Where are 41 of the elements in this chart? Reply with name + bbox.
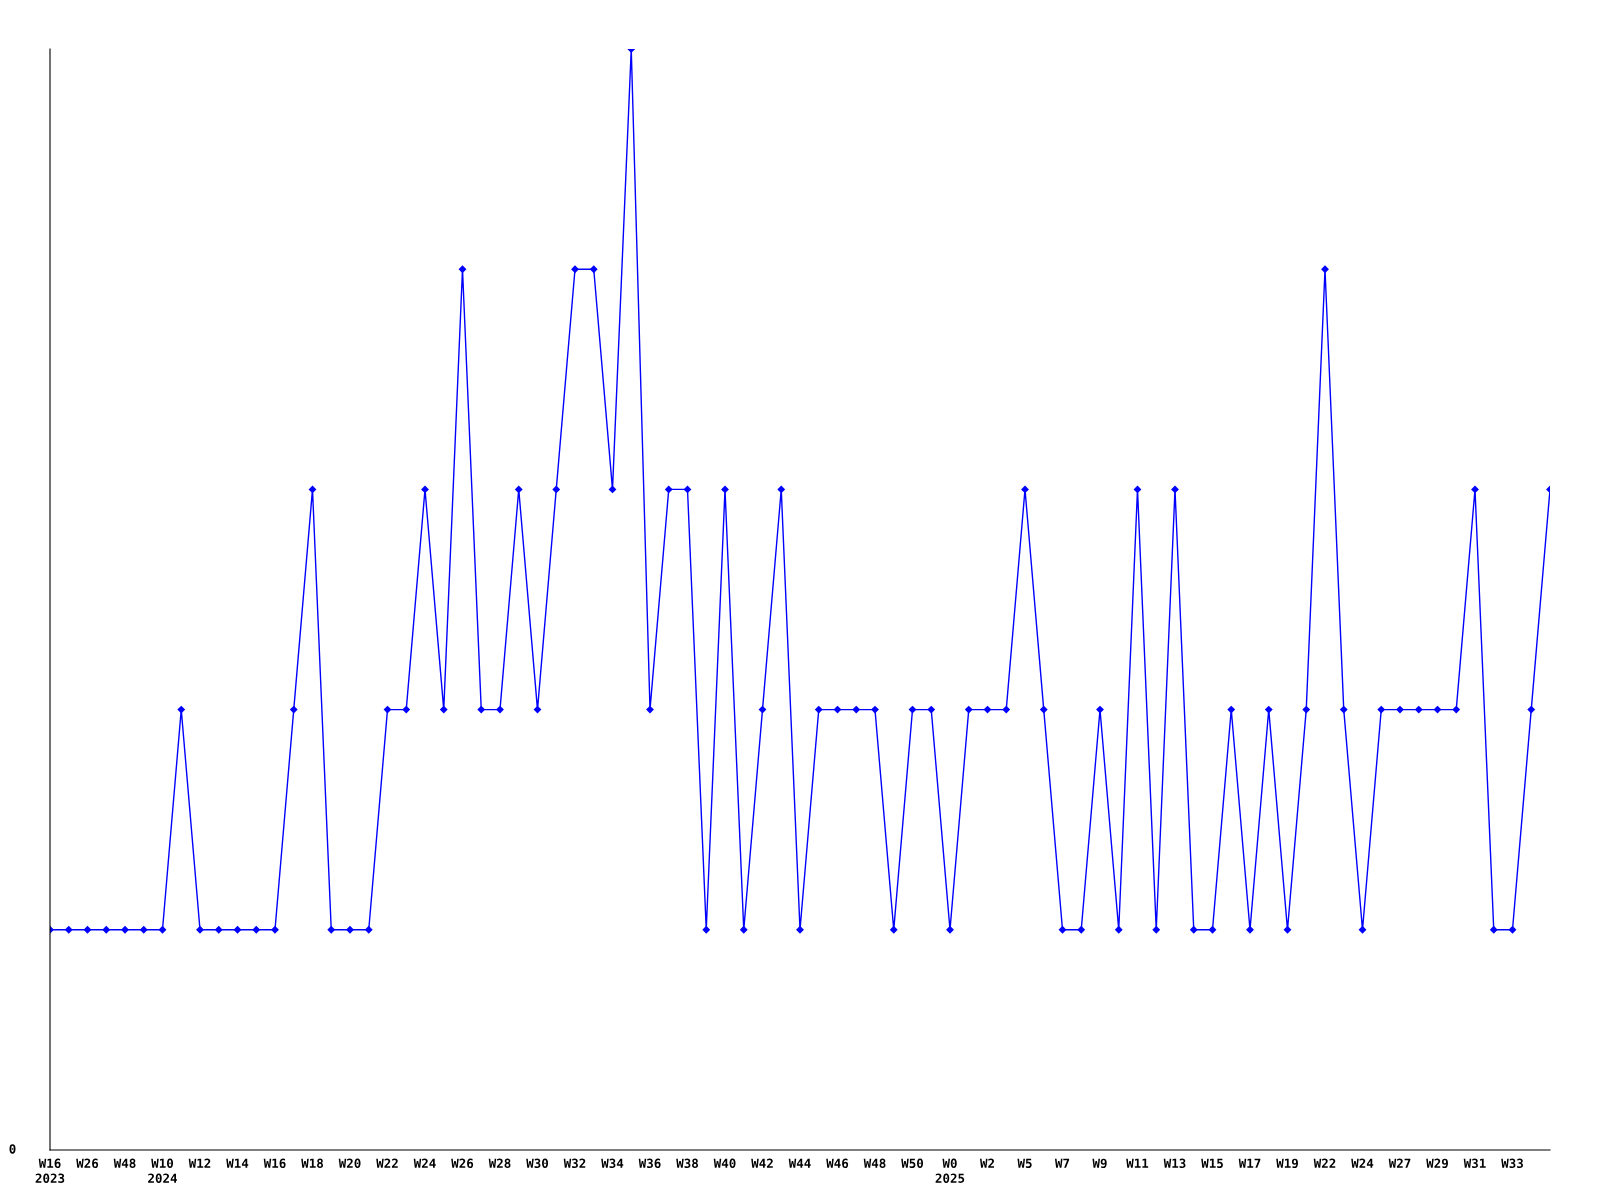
- x-tick-label: W12: [188, 1158, 211, 1168]
- x-tick-label: W18: [301, 1158, 323, 1169]
- x-tick-label: W15: [1201, 1158, 1223, 1169]
- x-tick-label: W42: [751, 1158, 773, 1168]
- x-tick-label: W16 2023: [35, 1158, 65, 1183]
- x-tick-label: W0 2025: [935, 1158, 965, 1183]
- x-tick-label: W40: [713, 1158, 736, 1169]
- x-tick-label: W48: [113, 1158, 136, 1169]
- x-tick-label: W17: [1238, 1158, 1261, 1168]
- x-tick-label: W48: [863, 1158, 886, 1169]
- x-tick-label: W11: [1126, 1158, 1149, 1168]
- x-tick-label: W33: [1501, 1158, 1523, 1169]
- x-tick-label: W38: [676, 1158, 698, 1169]
- x-tick-label: W22: [376, 1158, 398, 1168]
- x-tick-label: W14: [226, 1158, 249, 1168]
- x-tick-label: W46: [826, 1158, 849, 1169]
- x-tick-label: W30: [526, 1158, 549, 1169]
- text: 0: [9, 1144, 16, 1154]
- x-tick-label: W19: [1276, 1158, 1298, 1169]
- x-tick-label: W9: [1092, 1158, 1107, 1169]
- x-tick-label: W36: [638, 1158, 661, 1169]
- x-tick-label: W7: [1054, 1158, 1070, 1168]
- x-tick-label: W34: [601, 1158, 624, 1169]
- x-tick-label: W24: [1351, 1158, 1374, 1168]
- x-tick-label: W13: [1163, 1158, 1186, 1169]
- x-tick-label: W5: [1017, 1158, 1032, 1169]
- x-tick-label: W26: [451, 1158, 474, 1169]
- x-tick-label: W50: [901, 1158, 924, 1169]
- x-tick-label: W24: [413, 1158, 436, 1168]
- x-tick-label: W28: [488, 1158, 511, 1169]
- x-tick-label: W31: [1463, 1158, 1486, 1169]
- x-tick-label: W29: [1426, 1158, 1448, 1169]
- x-tick-label: W44: [788, 1158, 811, 1168]
- x-tick-label: W20: [338, 1158, 361, 1169]
- x-tick-label: W27: [1388, 1158, 1411, 1168]
- x-tick-label: W2: [979, 1158, 994, 1168]
- x-tick-label: W26: [76, 1158, 99, 1169]
- x-tick-label: W22: [1313, 1158, 1336, 1168]
- x-tick-label: W10 2024: [148, 1158, 177, 1183]
- x-tick-label: W16: [263, 1158, 286, 1169]
- x-tick-label: W32: [563, 1158, 586, 1169]
